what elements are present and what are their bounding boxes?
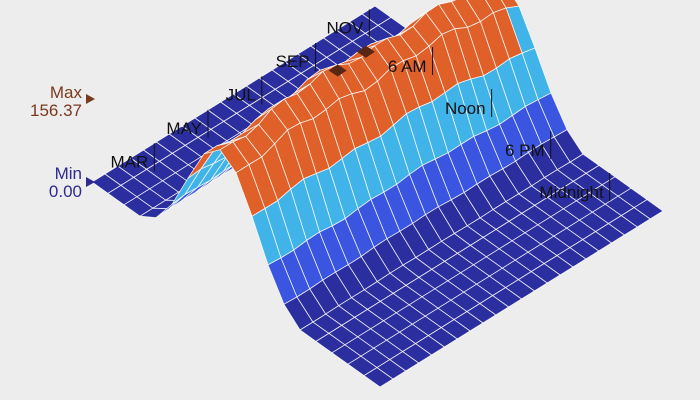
time-tick-label: Noon xyxy=(445,99,486,118)
max-marker-icon xyxy=(86,94,95,104)
min-value: 0.00 xyxy=(49,182,82,201)
time-tick-label: 6 AM xyxy=(388,57,427,76)
peak-marker xyxy=(328,64,347,77)
month-tick-label: NOV xyxy=(326,19,364,38)
axes: MAR MAY JUL SEP NOV 6 AM Noon 6 PM Midnight xyxy=(111,9,611,202)
month-tick-label: MAY xyxy=(166,119,202,138)
max-label: Max xyxy=(50,83,83,102)
month-tick-label: SEP xyxy=(276,52,310,71)
month-tick-label: MAR xyxy=(111,152,149,171)
max-legend: Max 156.37 xyxy=(30,83,95,120)
time-tick-label: 6 PM xyxy=(505,141,545,160)
month-tick-label: JUL xyxy=(226,85,256,104)
max-value: 156.37 xyxy=(30,101,82,120)
surface-mesh xyxy=(91,0,664,388)
time-tick-label: Midnight xyxy=(539,183,604,202)
min-label: Min xyxy=(55,164,82,183)
min-marker-icon xyxy=(86,177,95,187)
surface-cell xyxy=(363,367,394,388)
min-legend: Min 0.00 xyxy=(49,164,95,201)
peak-marker xyxy=(356,45,375,58)
